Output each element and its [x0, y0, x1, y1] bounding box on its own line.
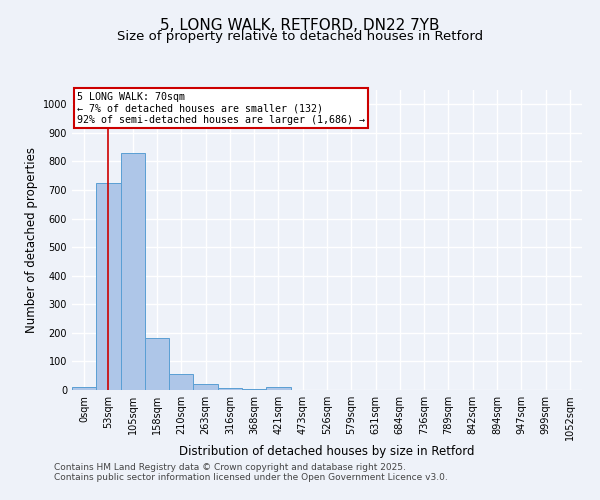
Bar	[96, 183, 121, 390]
Bar	[242, 388, 266, 390]
Bar	[266, 386, 290, 390]
X-axis label: Distribution of detached houses by size in Retford: Distribution of detached houses by size …	[179, 444, 475, 458]
Text: Contains HM Land Registry data © Crown copyright and database right 2025.: Contains HM Land Registry data © Crown c…	[54, 464, 406, 472]
Y-axis label: Number of detached properties: Number of detached properties	[25, 147, 38, 333]
Bar	[121, 153, 145, 390]
Bar	[218, 388, 242, 390]
Text: Contains public sector information licensed under the Open Government Licence v3: Contains public sector information licen…	[54, 474, 448, 482]
Bar	[169, 374, 193, 390]
Bar	[145, 338, 169, 390]
Bar	[72, 386, 96, 390]
Bar	[193, 384, 218, 390]
Text: 5 LONG WALK: 70sqm
← 7% of detached houses are smaller (132)
92% of semi-detache: 5 LONG WALK: 70sqm ← 7% of detached hous…	[77, 92, 365, 124]
Text: 5, LONG WALK, RETFORD, DN22 7YB: 5, LONG WALK, RETFORD, DN22 7YB	[160, 18, 440, 32]
Text: Size of property relative to detached houses in Retford: Size of property relative to detached ho…	[117, 30, 483, 43]
